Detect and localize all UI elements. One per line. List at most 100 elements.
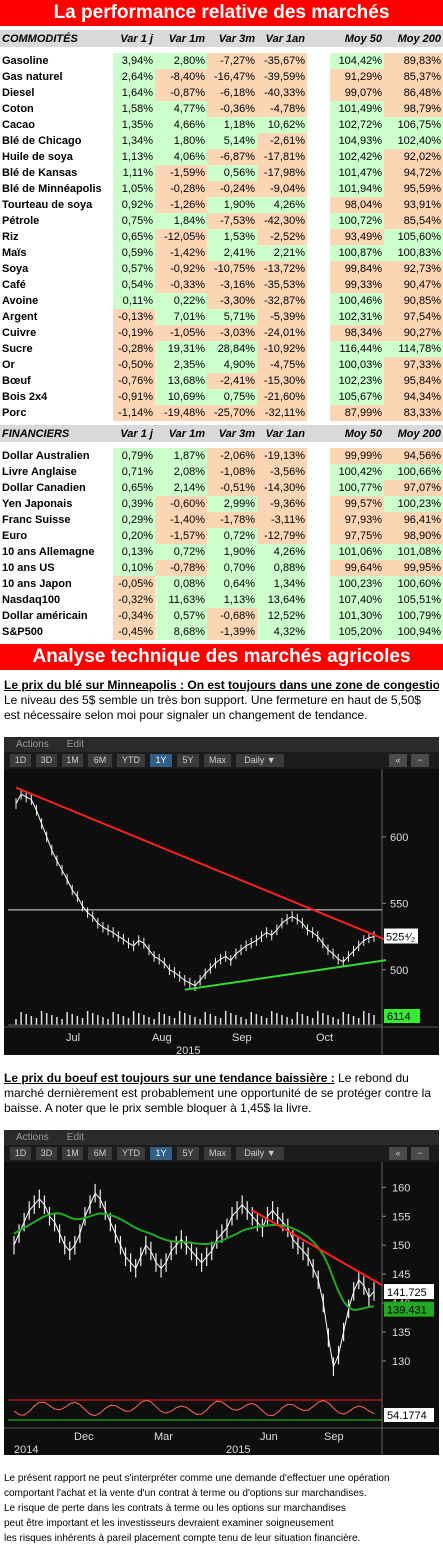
range-button-3d[interactable]: 3D <box>36 1147 57 1160</box>
financial-name-cell: S&P500 <box>2 626 43 638</box>
financial-header-cell: Moy 50 <box>330 425 384 442</box>
commodity-value-cell: 99,84% <box>330 261 384 277</box>
chart-background <box>4 769 439 1055</box>
commodity-value-cell: 99,33% <box>330 277 384 293</box>
financial-value-cell: 107,40% <box>330 592 384 608</box>
range-button-1d[interactable]: 1D <box>10 754 31 767</box>
terminal-menu: Actions Edit <box>4 737 439 752</box>
column-gap <box>307 480 330 496</box>
range-button-max[interactable]: Max <box>204 754 231 767</box>
commodity-value-cell: 4,06% <box>155 149 207 165</box>
commodity-value-cell: -0,92% <box>155 261 207 277</box>
commodity-value-cell: -5,39% <box>257 309 307 325</box>
minimize-button[interactable]: − <box>411 754 429 767</box>
range-button-5y[interactable]: 5Y <box>177 754 199 767</box>
range-button-ytd[interactable]: YTD <box>117 754 145 767</box>
minimize-button[interactable]: − <box>411 1147 429 1160</box>
commodity-value-cell: 100,46% <box>330 293 384 309</box>
commodity-value-cell: 104,93% <box>330 133 384 149</box>
financial-header-cell: FINANCIERS <box>0 425 113 442</box>
financial-value-cell: 0,13% <box>113 544 155 560</box>
financial-value-cell: 4,26% <box>257 544 307 560</box>
commodity-name-cell: Maïs <box>2 247 27 259</box>
commodity-value-cell: 93,49% <box>330 229 384 245</box>
range-button-6m[interactable]: 6M <box>88 1147 112 1160</box>
commodity-value-cell: -0,19% <box>113 325 155 341</box>
range-button-daily[interactable]: Daily ▼ <box>236 1147 284 1160</box>
column-gap <box>307 69 330 85</box>
disclaimer-line: peut être important et les investisseurs… <box>4 1518 334 1529</box>
commodity-value-cell: -32,87% <box>257 293 307 309</box>
commodity-header-row: COMMODITÉS Var 1 j Var 1m Var 3m Var 1an Moy … <box>0 30 443 47</box>
financial-value-cell: 100,66% <box>384 464 443 480</box>
menu-edit[interactable]: Edit <box>66 1132 85 1143</box>
financial-header-cell: Var 3m <box>207 425 257 442</box>
commodity-name-cell: Or <box>2 359 15 371</box>
commodity-value-cell: -21,60% <box>257 389 307 405</box>
range-button-5y[interactable]: 5Y <box>177 1147 199 1160</box>
commodity-value-cell: 0,59% <box>113 245 155 261</box>
range-button-max[interactable]: Max <box>204 1147 231 1160</box>
range-button-3d[interactable]: 3D <box>36 754 57 767</box>
commodity-value-cell: -4,78% <box>257 101 307 117</box>
price-tick-label: 550 <box>390 898 408 910</box>
commodity-value-cell: 1,80% <box>155 133 207 149</box>
range-button-1y[interactable]: 1Y <box>150 754 172 767</box>
menu-edit[interactable]: Edit <box>66 739 85 750</box>
commodity-value-cell: 97,54% <box>384 309 443 325</box>
range-button-daily[interactable]: Daily ▼ <box>236 754 284 767</box>
range-button-1m[interactable]: 1M <box>62 754 83 767</box>
range-button-1y[interactable]: 1Y <box>150 1147 172 1160</box>
commodity-value-cell: -1,42% <box>155 245 207 261</box>
volume-label: 6114 <box>387 1011 411 1023</box>
commodity-row-huile-de-soya: Huile de soya 1,13% 4,06% -6,87% -17,81% 102,… <box>0 149 443 165</box>
range-button-ytd[interactable]: YTD <box>117 1147 145 1160</box>
commodity-value-cell: 10,62% <box>257 117 307 133</box>
commodity-value-cell: 1,58% <box>113 101 155 117</box>
financial-value-cell: -2,06% <box>207 448 257 464</box>
commodity-row-argent: Argent -0,13% 7,01% 5,71% -5,39% 102,31% 97,54… <box>0 309 443 325</box>
column-gap <box>307 245 330 261</box>
back-button[interactable]: « <box>389 754 407 767</box>
commodity-value-cell: 1,53% <box>207 229 257 245</box>
financial-value-cell: 94,56% <box>384 448 443 464</box>
commodity-value-cell: 4,26% <box>257 197 307 213</box>
commodity-row-mais: Maïs 0,59% -1,42% 2,41% 2,21% 100,87% 100,83% <box>0 245 443 261</box>
wheat-text: Le niveau des 5$ semble un très bon supp… <box>4 693 421 722</box>
commodity-value-cell: 0,56% <box>207 165 257 181</box>
commodity-value-cell: -2,41% <box>207 373 257 389</box>
commodity-row-tourteau-de-soya: Tourteau de soya 0,92% -1,26% 1,90% 4,26% 98,… <box>0 197 443 213</box>
commodity-header-cell: Moy 200 <box>384 30 443 47</box>
commodity-name-cell: Porc <box>2 407 27 419</box>
commodity-value-cell: 90,27% <box>384 325 443 341</box>
menu-actions[interactable]: Actions <box>16 1132 49 1143</box>
financial-value-cell: 0,08% <box>155 576 207 592</box>
financial-value-cell: 101,30% <box>330 608 384 624</box>
financial-value-cell: 0,57% <box>155 608 207 624</box>
menu-actions[interactable]: Actions <box>16 739 49 750</box>
range-button-1m[interactable]: 1M <box>62 1147 83 1160</box>
commodity-value-cell: -0,28% <box>155 181 207 197</box>
commodity-value-cell: 0,65% <box>113 229 155 245</box>
range-button-1d[interactable]: 1D <box>10 1147 31 1160</box>
financial-value-cell: 105,20% <box>330 624 384 640</box>
commodity-value-cell: 0,22% <box>155 293 207 309</box>
financial-value-cell: -12,79% <box>257 528 307 544</box>
commodity-value-cell: -6,18% <box>207 85 257 101</box>
range-button-6m[interactable]: 6M <box>88 754 112 767</box>
commodity-row-soya: Soya 0,57% -0,92% -10,75% -13,72% 99,84% 92,73… <box>0 261 443 277</box>
commodity-value-cell: -3,03% <box>207 325 257 341</box>
terminal-menu: Actions Edit <box>4 1130 439 1145</box>
price-tick-label: 150 <box>392 1240 410 1252</box>
commodity-value-cell: -35,53% <box>257 277 307 293</box>
commodity-value-cell: 92,73% <box>384 261 443 277</box>
beef-chart-panel: Actions Edit 1D 3D 1M 6M YTD 1Y 5Y Max Daily ▼ «− … <box>4 1130 439 1455</box>
financial-value-cell: -1,39% <box>207 624 257 640</box>
commodity-value-cell: -9,04% <box>257 181 307 197</box>
time-tick-label: Dec <box>74 1431 94 1443</box>
commodity-value-cell: 0,75% <box>207 389 257 405</box>
volume-label-box <box>384 1009 420 1023</box>
commodity-value-cell: 1,11% <box>113 165 155 181</box>
back-button[interactable]: « <box>389 1147 407 1160</box>
commodity-value-cell: 10,69% <box>155 389 207 405</box>
